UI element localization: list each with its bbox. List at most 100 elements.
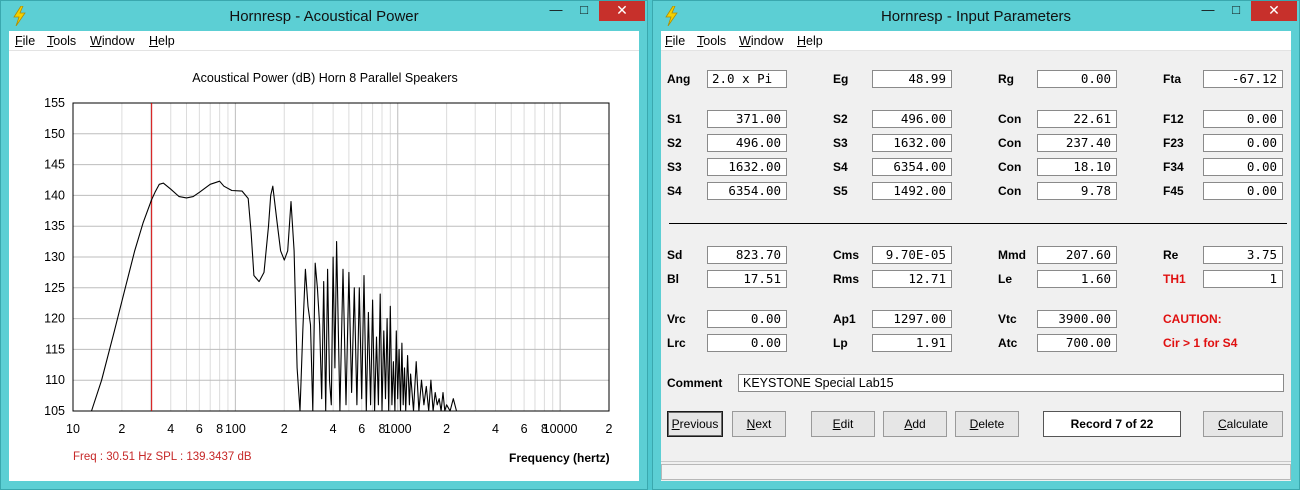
- rg-field[interactable]: 0.00: [1037, 70, 1117, 88]
- con-field[interactable]: 237.40: [1037, 134, 1117, 152]
- y-tick-label: 140: [44, 188, 65, 202]
- vrc-field[interactable]: 0.00: [707, 310, 787, 328]
- ap1-field[interactable]: 1297.00: [872, 310, 952, 328]
- s3-field[interactable]: 1632.00: [707, 158, 787, 176]
- edit-button[interactable]: Edit: [811, 411, 875, 437]
- x-tick-label: 2: [606, 422, 613, 436]
- x-tick-label: 10000: [543, 422, 578, 436]
- y-tick-label: 150: [44, 127, 65, 141]
- s2-field[interactable]: 496.00: [707, 134, 787, 152]
- menu-file[interactable]: File: [665, 34, 686, 48]
- f12-field[interactable]: 0.00: [1203, 110, 1283, 128]
- eg-field[interactable]: 48.99: [872, 70, 952, 88]
- y-tick-label: 110: [45, 373, 65, 387]
- maximize-button[interactable]: □: [580, 2, 588, 17]
- lightning-app-icon: [665, 6, 678, 26]
- sd-field[interactable]: 823.70: [707, 246, 787, 264]
- s3-label: S3: [833, 136, 848, 150]
- title-bar[interactable]: Hornresp - Input Parameters — □ ✕: [653, 1, 1299, 31]
- sd-label: Sd: [667, 248, 683, 262]
- le-field[interactable]: 1.60: [1037, 270, 1117, 288]
- mmd-field[interactable]: 207.60: [1037, 246, 1117, 264]
- bl-field[interactable]: 17.51: [707, 270, 787, 288]
- s4-label: S4: [833, 160, 848, 174]
- menu-window[interactable]: Window: [90, 34, 135, 48]
- s2-field[interactable]: 496.00: [872, 110, 952, 128]
- comment-field[interactable]: KEYSTONE Special Lab15: [738, 374, 1284, 392]
- con-label: Con: [998, 160, 1022, 174]
- x-tick-label: 10: [66, 422, 80, 436]
- s3-field[interactable]: 1632.00: [872, 134, 952, 152]
- window-title: Hornresp - Acoustical Power: [229, 8, 419, 25]
- previous-button[interactable]: Previous: [667, 411, 723, 437]
- re-field[interactable]: 3.75: [1203, 246, 1283, 264]
- section-divider: [669, 223, 1287, 224]
- con-field[interactable]: 9.78: [1037, 182, 1117, 200]
- add-button[interactable]: Add: [883, 411, 947, 437]
- x-tick-label: 6: [358, 422, 365, 436]
- f45-field[interactable]: 0.00: [1203, 182, 1283, 200]
- menu-tools[interactable]: Tools: [697, 34, 727, 48]
- close-button[interactable]: ✕: [1251, 1, 1297, 21]
- s1-field[interactable]: 371.00: [707, 110, 787, 128]
- caution-title: CAUTION:: [1163, 312, 1222, 326]
- ang-label: Ang: [667, 72, 691, 86]
- x-tick-label: 4: [492, 422, 499, 436]
- menu-tools[interactable]: Tools: [47, 34, 77, 48]
- menu-file[interactable]: File: [15, 34, 36, 48]
- x-tick-label: 6: [196, 422, 203, 436]
- comment-label: Comment: [667, 376, 723, 390]
- fta-field[interactable]: -67.12: [1203, 70, 1283, 88]
- close-button[interactable]: ✕: [599, 1, 645, 21]
- ang-field[interactable]: 2.0 x Pi: [707, 70, 787, 88]
- x-tick-label: 6: [521, 422, 528, 436]
- rms-field[interactable]: 12.71: [872, 270, 952, 288]
- f34-field[interactable]: 0.00: [1203, 158, 1283, 176]
- y-tick-label: 105: [44, 404, 65, 418]
- f45-label: F45: [1163, 184, 1184, 198]
- x-tick-label: 8: [541, 422, 548, 436]
- power-response-line: [90, 180, 458, 412]
- lp-field[interactable]: 1.91: [872, 334, 952, 352]
- s4-label: S4: [667, 184, 682, 198]
- delete-button[interactable]: Delete: [955, 411, 1019, 437]
- menu-help[interactable]: Help: [149, 34, 175, 48]
- bl-label: Bl: [667, 272, 679, 286]
- chart-title: Acoustical Power (dB) Horn 8 Parallel Sp…: [192, 71, 458, 85]
- title-bar[interactable]: Hornresp - Acoustical Power — □ ✕: [1, 1, 647, 31]
- x-tick-label: 8: [216, 422, 223, 436]
- f12-label: F12: [1163, 112, 1184, 126]
- lrc-field[interactable]: 0.00: [707, 334, 787, 352]
- s5-field[interactable]: 1492.00: [872, 182, 952, 200]
- s5-label: S5: [833, 184, 848, 198]
- s4-field[interactable]: 6354.00: [707, 182, 787, 200]
- re-label: Re: [1163, 248, 1179, 262]
- calculate-button[interactable]: Calculate: [1203, 411, 1283, 437]
- th1-label: TH1: [1163, 272, 1186, 286]
- th1-field[interactable]: 1: [1203, 270, 1283, 288]
- f23-field[interactable]: 0.00: [1203, 134, 1283, 152]
- vtc-field[interactable]: 3900.00: [1037, 310, 1117, 328]
- s4-field[interactable]: 6354.00: [872, 158, 952, 176]
- atc-field[interactable]: 700.00: [1037, 334, 1117, 352]
- s3-label: S3: [667, 160, 682, 174]
- maximize-button[interactable]: □: [1232, 2, 1240, 17]
- x-axis-label: Frequency (hertz): [509, 451, 610, 465]
- status-panel: [661, 464, 1291, 480]
- cms-field[interactable]: 9.70E-05: [872, 246, 952, 264]
- next-button[interactable]: Next: [732, 411, 786, 437]
- con-field[interactable]: 18.10: [1037, 158, 1117, 176]
- minimize-button[interactable]: —: [549, 2, 563, 17]
- parameters-panel: Ang 2.0 x Pi Eg 48.99 Rg 0.00 Fta -67.12…: [661, 51, 1291, 481]
- mmd-label: Mmd: [998, 248, 1026, 262]
- menu-help[interactable]: Help: [797, 34, 823, 48]
- s2-label: S2: [667, 136, 682, 150]
- cms-label: Cms: [833, 248, 860, 262]
- menu-window[interactable]: Window: [739, 34, 784, 48]
- minimize-button[interactable]: —: [1201, 2, 1215, 17]
- y-tick-label: 135: [44, 219, 65, 233]
- plot-frame: [72, 102, 610, 412]
- y-tick-label: 120: [44, 312, 65, 326]
- con-field[interactable]: 22.61: [1037, 110, 1117, 128]
